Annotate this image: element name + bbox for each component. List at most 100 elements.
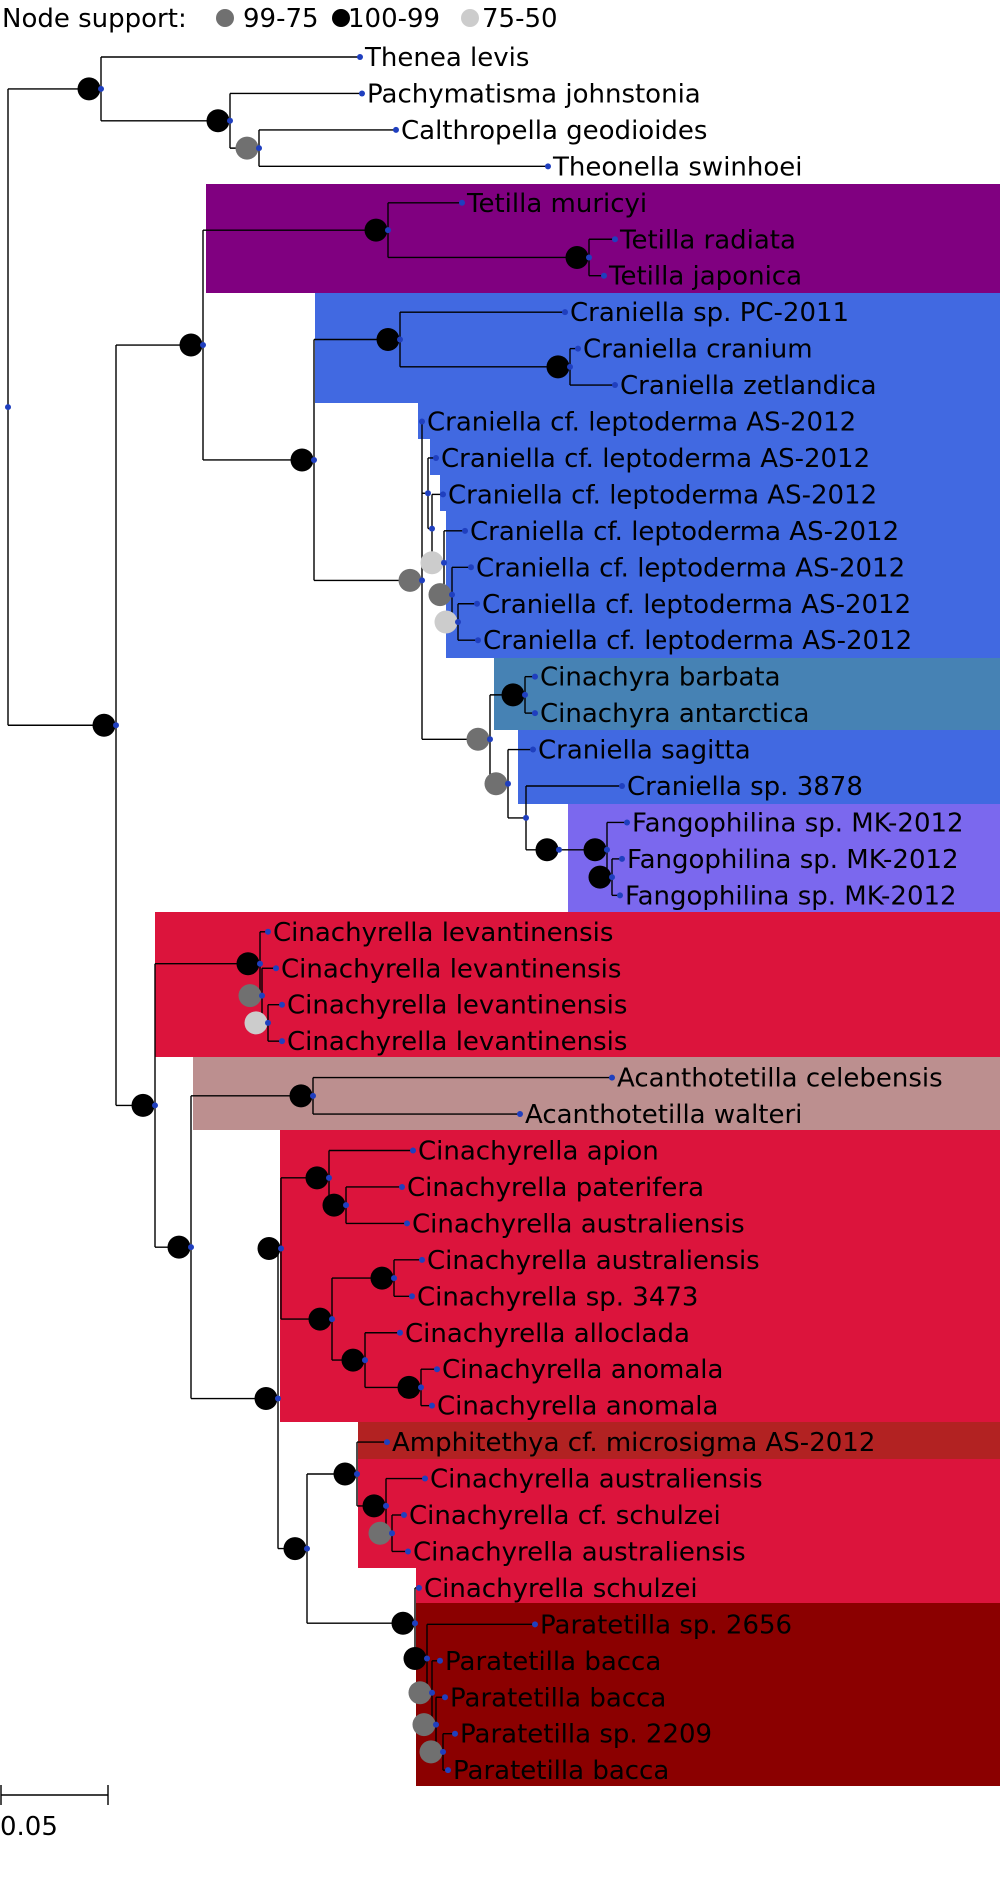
support-circle <box>167 1235 191 1259</box>
tip-dot <box>397 1329 403 1336</box>
taxon-label: Acanthotetilla celebensis <box>617 1064 943 1094</box>
legend-title: Node support: <box>2 4 187 34</box>
node-dot <box>418 1384 424 1391</box>
tip-dot <box>475 637 481 644</box>
scale-bar-label: 0.05 <box>0 1812 58 1842</box>
tip-dot <box>612 382 618 389</box>
support-circle <box>257 1236 281 1260</box>
taxon-label: Fangophilina sp. MK-2012 <box>627 845 959 875</box>
node-dot <box>5 404 11 411</box>
taxon-label: Tetilla japonica <box>608 262 802 292</box>
legend-swatch-99-75 <box>216 9 234 27</box>
node-dot <box>419 577 425 584</box>
taxon-label: Fangophilina sp. MK-2012 <box>632 808 964 838</box>
tip-dot <box>359 90 365 97</box>
taxon-label: Cinachyrella levantinensis <box>273 918 613 948</box>
node-dot <box>385 227 391 234</box>
tip-dot <box>452 1730 458 1737</box>
node-dot <box>98 85 104 92</box>
taxon-label: Craniella cf. leptoderma AS-2012 <box>441 444 870 474</box>
taxon-label: Cinachyrella levantinensis <box>287 991 627 1021</box>
node-dot <box>329 1316 335 1323</box>
clade-band-craniella-leptoderma <box>446 511 1000 658</box>
support-circle <box>290 448 314 472</box>
taxon-label: Cinachyrella sp. 3473 <box>417 1282 698 1312</box>
tip-dot <box>462 527 468 534</box>
tip-markers <box>5 54 630 1774</box>
taxon-label: Cinachyrella levantinensis <box>281 954 621 984</box>
clade-band-cinachyrella-levantinensis <box>155 912 1000 1057</box>
node-dot <box>383 1502 389 1509</box>
legend-swatch-100-99 <box>332 9 350 27</box>
tip-dot <box>419 1256 425 1263</box>
legend-label-100-99: 100-99 <box>348 4 440 34</box>
node-dot <box>556 846 562 853</box>
clade-band-craniella-leptoderma <box>418 403 1000 439</box>
support-circle <box>376 327 400 351</box>
node-dot <box>604 846 610 853</box>
taxon-label: Tetilla radiata <box>619 225 796 255</box>
tip-dot <box>612 236 618 243</box>
node-dot <box>188 1244 194 1251</box>
support-circle <box>412 1713 436 1737</box>
taxon-label: Cinachyrella cf. schulzei <box>409 1501 721 1531</box>
node-dot <box>278 1245 284 1252</box>
tip-dot <box>433 454 439 461</box>
support-circle <box>588 865 612 889</box>
support-circle <box>501 683 525 707</box>
tip-dot <box>434 1366 440 1373</box>
tip-dot <box>532 710 538 717</box>
support-circle <box>92 713 116 737</box>
tip-dot <box>393 126 399 133</box>
taxon-label: Craniella sp. 3878 <box>627 772 863 802</box>
node-dot <box>455 618 461 625</box>
clade-bands <box>155 184 1000 1786</box>
node-dot <box>343 1202 349 1209</box>
taxon-label: Paratetilla bacca <box>450 1683 666 1713</box>
support-circle <box>398 568 422 592</box>
support-circle <box>403 1647 427 1671</box>
taxon-label: Craniella cf. leptoderma AS-2012 <box>427 408 856 438</box>
support-circle <box>305 1166 329 1190</box>
tip-dot <box>399 1183 405 1190</box>
node-dot <box>259 992 265 999</box>
node-dot <box>200 342 206 349</box>
clade-band-cinachyra <box>494 658 1000 730</box>
tip-dot <box>279 1001 285 1008</box>
node-dot <box>505 780 511 787</box>
taxon-label: Cinachyrella anomala <box>437 1392 718 1422</box>
tip-dot <box>440 491 446 498</box>
node-dot <box>523 814 529 821</box>
support-circle <box>420 551 444 575</box>
support-circle <box>434 610 458 634</box>
support-circle <box>565 245 589 269</box>
support-circle <box>419 1740 443 1764</box>
node-dot <box>424 1655 430 1662</box>
legend: Node support: 99-75 100-99 75-50 <box>2 4 558 34</box>
support-circle <box>484 772 508 796</box>
clade-band-acanthotetilla <box>193 1057 1000 1130</box>
support-circle <box>341 1348 365 1372</box>
node-dot <box>429 525 435 532</box>
support-circle <box>308 1307 332 1331</box>
clade-band-craniella-leptoderma <box>440 475 1000 511</box>
tip-dot <box>405 1548 411 1555</box>
taxon-label: Cinachyrella anomala <box>442 1355 723 1385</box>
node-dot <box>310 1092 316 1099</box>
taxon-label: Craniella sp. PC-2011 <box>570 298 849 328</box>
node-dot <box>433 1721 439 1728</box>
support-circle <box>236 952 260 976</box>
tip-dot <box>404 1220 410 1227</box>
tip-labels: Thenea levis Pachymatisma johnstonia Calth… <box>273 43 964 1786</box>
support-circle <box>583 838 607 862</box>
taxon-label: Paratetilla sp. 2209 <box>460 1720 712 1750</box>
taxon-label: Craniella cf. leptoderma AS-2012 <box>482 590 911 620</box>
tip-dot <box>562 309 568 316</box>
tip-dot <box>416 1584 422 1591</box>
taxon-label: Cinachyra antarctica <box>540 699 809 729</box>
support-circle <box>370 1266 394 1290</box>
taxon-label: Cinachyrella alloclada <box>405 1319 690 1349</box>
tip-dot <box>530 746 536 753</box>
support-circle <box>362 1494 386 1518</box>
